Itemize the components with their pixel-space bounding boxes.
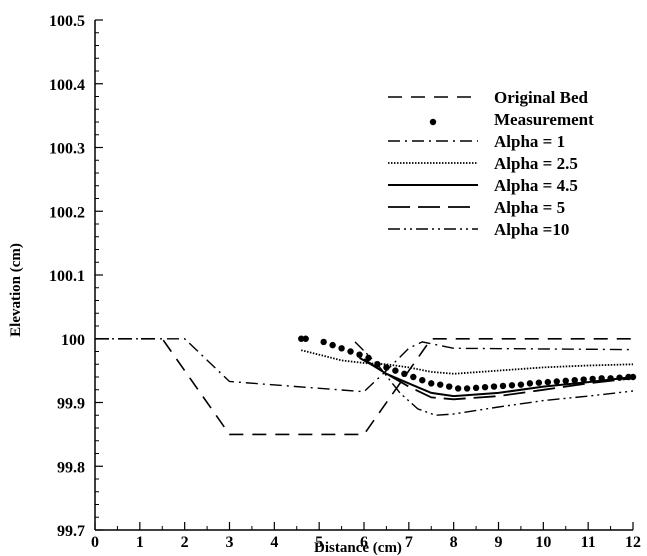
- legend-label-measurement: Measurement: [494, 110, 594, 129]
- x-tick-label: 10: [535, 534, 551, 551]
- measurement-point: [562, 377, 569, 385]
- x-tick-label: 4: [270, 534, 278, 551]
- measurement-point: [428, 380, 435, 387]
- legend: Original Bed Measurement Alpha = 1 Alpha = …: [388, 88, 594, 239]
- axes-group: 0 1 2 3 4 5 6 7 8 9 10 11 1299.799.899.9100100.1100.…: [49, 13, 641, 551]
- legend-label-alpha-1: Alpha = 1: [494, 132, 565, 151]
- measurement-point: [472, 384, 480, 392]
- series-line-alpha-5: [363, 358, 634, 401]
- x-tick-label: 7: [405, 534, 413, 551]
- measurement-point: [356, 351, 363, 358]
- legend-swatch-measurement: [429, 118, 437, 126]
- measurement-point: [580, 376, 587, 383]
- x-tick-label: 11: [581, 534, 596, 551]
- legend-label-alpha-2-5: Alpha = 2.5: [494, 154, 578, 173]
- x-tick-label: 8: [450, 534, 458, 551]
- y-tick-label: 100.2: [49, 204, 85, 221]
- series-line-alpha-2-5: [300, 349, 634, 375]
- series-line-alpha-10: [354, 341, 634, 417]
- y-tick-label: 100.5: [49, 13, 85, 30]
- measurement-point: [544, 378, 552, 386]
- legend-label-alpha-4-5: Alpha = 4.5: [494, 176, 578, 195]
- measurement-point: [347, 348, 354, 355]
- measurement-point: [419, 376, 426, 384]
- series-line-alpha-1: [95, 338, 634, 393]
- x-tick-label: 0: [91, 534, 99, 551]
- measurement-point: [392, 367, 399, 374]
- measurement-point: [302, 335, 309, 342]
- x-axis-title: Distance (cm): [314, 540, 402, 556]
- y-tick-label: 100: [61, 332, 85, 349]
- measurement-point: [526, 380, 534, 387]
- y-tick-label: 100.3: [49, 141, 85, 158]
- y-tick-label: 99.9: [57, 396, 85, 413]
- x-tick-label: 12: [625, 534, 641, 551]
- x-tick-label: 1: [136, 534, 144, 551]
- measurement-point: [553, 378, 560, 385]
- legend-label-alpha-5: Alpha = 5: [494, 198, 565, 217]
- measurement-point: [571, 376, 578, 384]
- y-axis-title: Elevation (cm): [8, 243, 24, 337]
- y-tick-label: 99.8: [57, 459, 85, 476]
- x-tick-label: 9: [495, 534, 503, 551]
- legend-label-alpha-10: Alpha =10: [494, 220, 569, 239]
- y-tick-label: 100.1: [49, 268, 85, 285]
- measurement-point: [445, 383, 453, 390]
- measurement-point: [454, 385, 462, 392]
- x-tick-label: 6: [360, 534, 368, 551]
- measurement-point: [401, 370, 408, 378]
- x-tick-label: 3: [226, 534, 234, 551]
- measurement-point: [490, 383, 498, 390]
- measurement-point: [517, 381, 525, 388]
- measurement-point: [481, 384, 489, 391]
- measurement-point: [410, 373, 417, 381]
- measurement-point: [298, 335, 305, 342]
- measurement-point: [437, 381, 444, 388]
- measurement-point: [320, 338, 327, 346]
- y-tick-label: 100.4: [49, 77, 85, 94]
- measurement-point: [499, 382, 507, 390]
- measurement-point: [365, 354, 372, 362]
- measurement-point: [463, 385, 471, 392]
- series-group: [95, 335, 637, 436]
- y-tick-label: 99.7: [57, 523, 85, 540]
- measurement-point: [329, 341, 336, 349]
- measurement-point: [508, 382, 516, 389]
- measurement-point: [338, 345, 345, 352]
- legend-label-original-bed: Original Bed: [494, 88, 589, 107]
- x-tick-label: 2: [181, 534, 189, 551]
- x-tick-label: 5: [315, 534, 323, 551]
- measurement-point: [535, 379, 543, 386]
